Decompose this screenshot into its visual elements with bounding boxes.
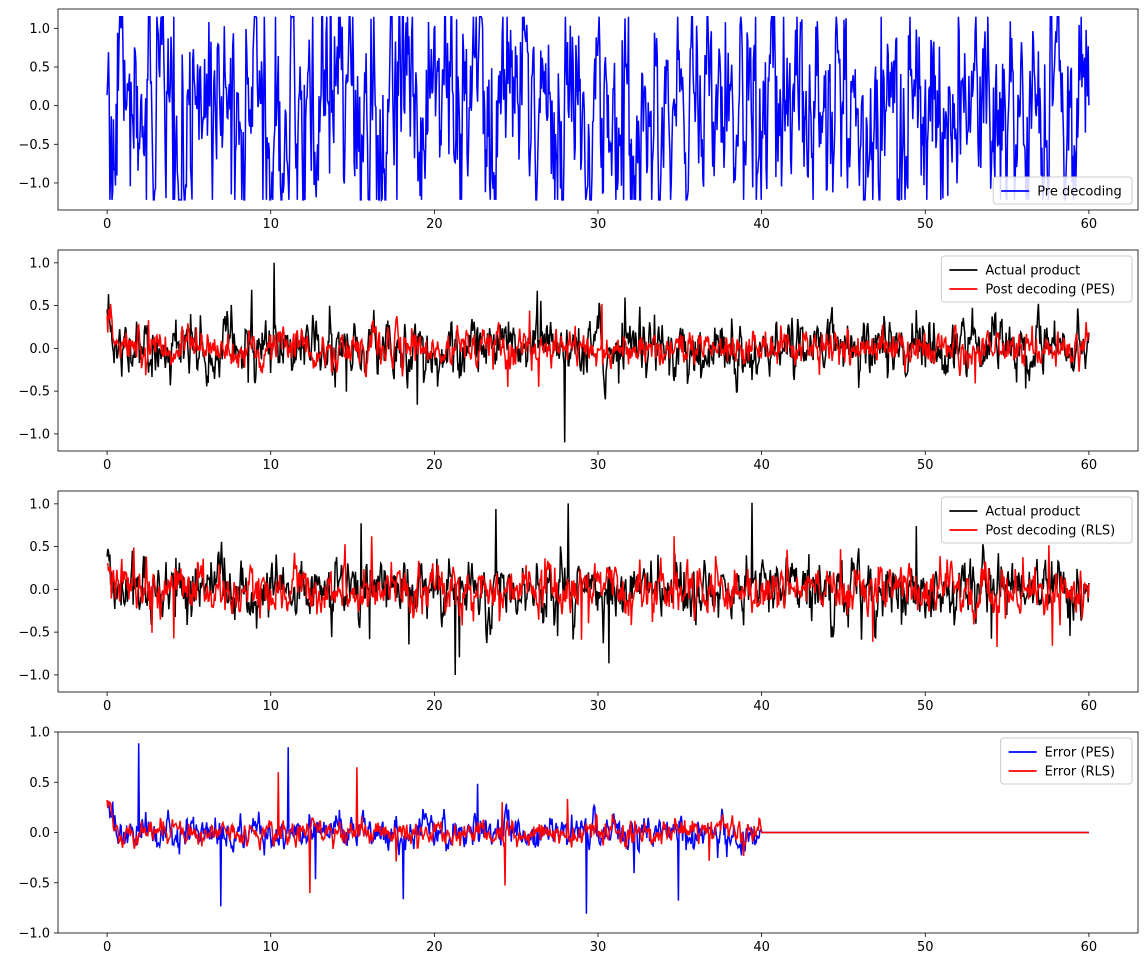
x-tick-label: 10 <box>262 458 279 473</box>
x-tick-label: 60 <box>1081 458 1098 473</box>
x-tick-label: 0 <box>103 217 111 232</box>
x-tick-label: 40 <box>753 458 770 473</box>
y-tick-label: 1.0 <box>29 256 50 271</box>
x-tick-label: 10 <box>262 940 279 955</box>
legend-label: Error (PES) <box>1045 746 1115 761</box>
legend-box <box>940 496 1133 544</box>
x-tick-label: 40 <box>753 699 770 714</box>
x-tick-label: 20 <box>426 217 443 232</box>
x-tick-label: 40 <box>753 217 770 232</box>
x-tick-label: 0 <box>103 940 111 955</box>
y-tick-label: 0.5 <box>29 776 50 791</box>
y-tick-label: −0.5 <box>18 876 50 891</box>
y-tick-label: −0.5 <box>18 138 50 153</box>
y-tick-label: 0.5 <box>29 60 50 75</box>
y-tick-label: 0.5 <box>29 540 50 555</box>
x-tick-label: 30 <box>590 217 607 232</box>
x-tick-label: 60 <box>1081 217 1098 232</box>
x-tick-label: 50 <box>917 217 934 232</box>
legend-label: Actual product <box>985 505 1080 520</box>
x-tick-label: 60 <box>1081 940 1098 955</box>
y-tick-label: 0.0 <box>29 342 50 357</box>
y-tick-label: −1.0 <box>18 427 50 442</box>
y-tick-label: −0.5 <box>18 385 50 400</box>
x-tick-label: 0 <box>103 458 111 473</box>
subplot-2: 0 10 20 30 40 50 60 −1.0 −0.5 0.0 0.5 1.0 Actual pro… <box>18 249 1139 473</box>
x-tick-label: 60 <box>1081 699 1098 714</box>
series-line-1-1 <box>106 14 1090 203</box>
series-line-2-2 <box>106 303 1090 387</box>
y-tick-label: 1.0 <box>29 22 50 37</box>
x-tick-label: 50 <box>917 699 934 714</box>
series-line-2-1 <box>106 262 1090 443</box>
legend-box <box>940 255 1133 303</box>
x-tick-label: 50 <box>917 458 934 473</box>
x-tick-label: 30 <box>590 699 607 714</box>
x-tick-label: 10 <box>262 699 279 714</box>
y-tick-label: −0.5 <box>18 626 50 641</box>
y-tick-label: −1.0 <box>18 176 50 191</box>
series-line-3-2 <box>106 536 1090 648</box>
subplot-3: 0 10 20 30 40 50 60 −1.0 −0.5 0.0 0.5 1.0 Actual pro… <box>18 490 1139 714</box>
legend-label: Post decoding (RLS) <box>985 524 1115 539</box>
y-tick-label: 0.0 <box>29 99 50 114</box>
legend-box <box>992 176 1133 205</box>
y-tick-label: 0.0 <box>29 826 50 841</box>
x-tick-label: 40 <box>753 940 770 955</box>
y-tick-label: 1.0 <box>29 497 50 512</box>
series-line-4-2 <box>106 767 1089 894</box>
subplot-1: 0 10 20 30 40 50 60 −1.0 −0.5 0.0 0.5 1.0 Pre decodi… <box>18 8 1139 232</box>
y-tick-label: 0.5 <box>29 299 50 314</box>
y-tick-label: 0.0 <box>29 583 50 598</box>
x-tick-label: 50 <box>917 940 934 955</box>
x-tick-label: 0 <box>103 699 111 714</box>
series-line-3-1 <box>106 502 1090 676</box>
legend-label: Pre decoding <box>1037 185 1122 200</box>
legend-box <box>1000 737 1133 785</box>
x-tick-label: 20 <box>426 458 443 473</box>
x-tick-label: 30 <box>590 458 607 473</box>
x-tick-label: 20 <box>426 699 443 714</box>
x-tick-label: 10 <box>262 217 279 232</box>
y-tick-label: −1.0 <box>18 927 50 942</box>
legend-label: Post decoding (PES) <box>985 283 1115 298</box>
y-tick-label: −1.0 <box>18 668 50 683</box>
x-tick-label: 30 <box>590 940 607 955</box>
x-tick-label: 20 <box>426 940 443 955</box>
y-tick-label: 1.0 <box>29 726 50 741</box>
legend-label: Error (RLS) <box>1045 765 1116 780</box>
subplot-4: 0 10 20 30 40 50 60 −1.0 −0.5 0.0 0.5 1.0 Error (PES… <box>18 726 1139 955</box>
legend-label: Actual product <box>985 264 1080 279</box>
